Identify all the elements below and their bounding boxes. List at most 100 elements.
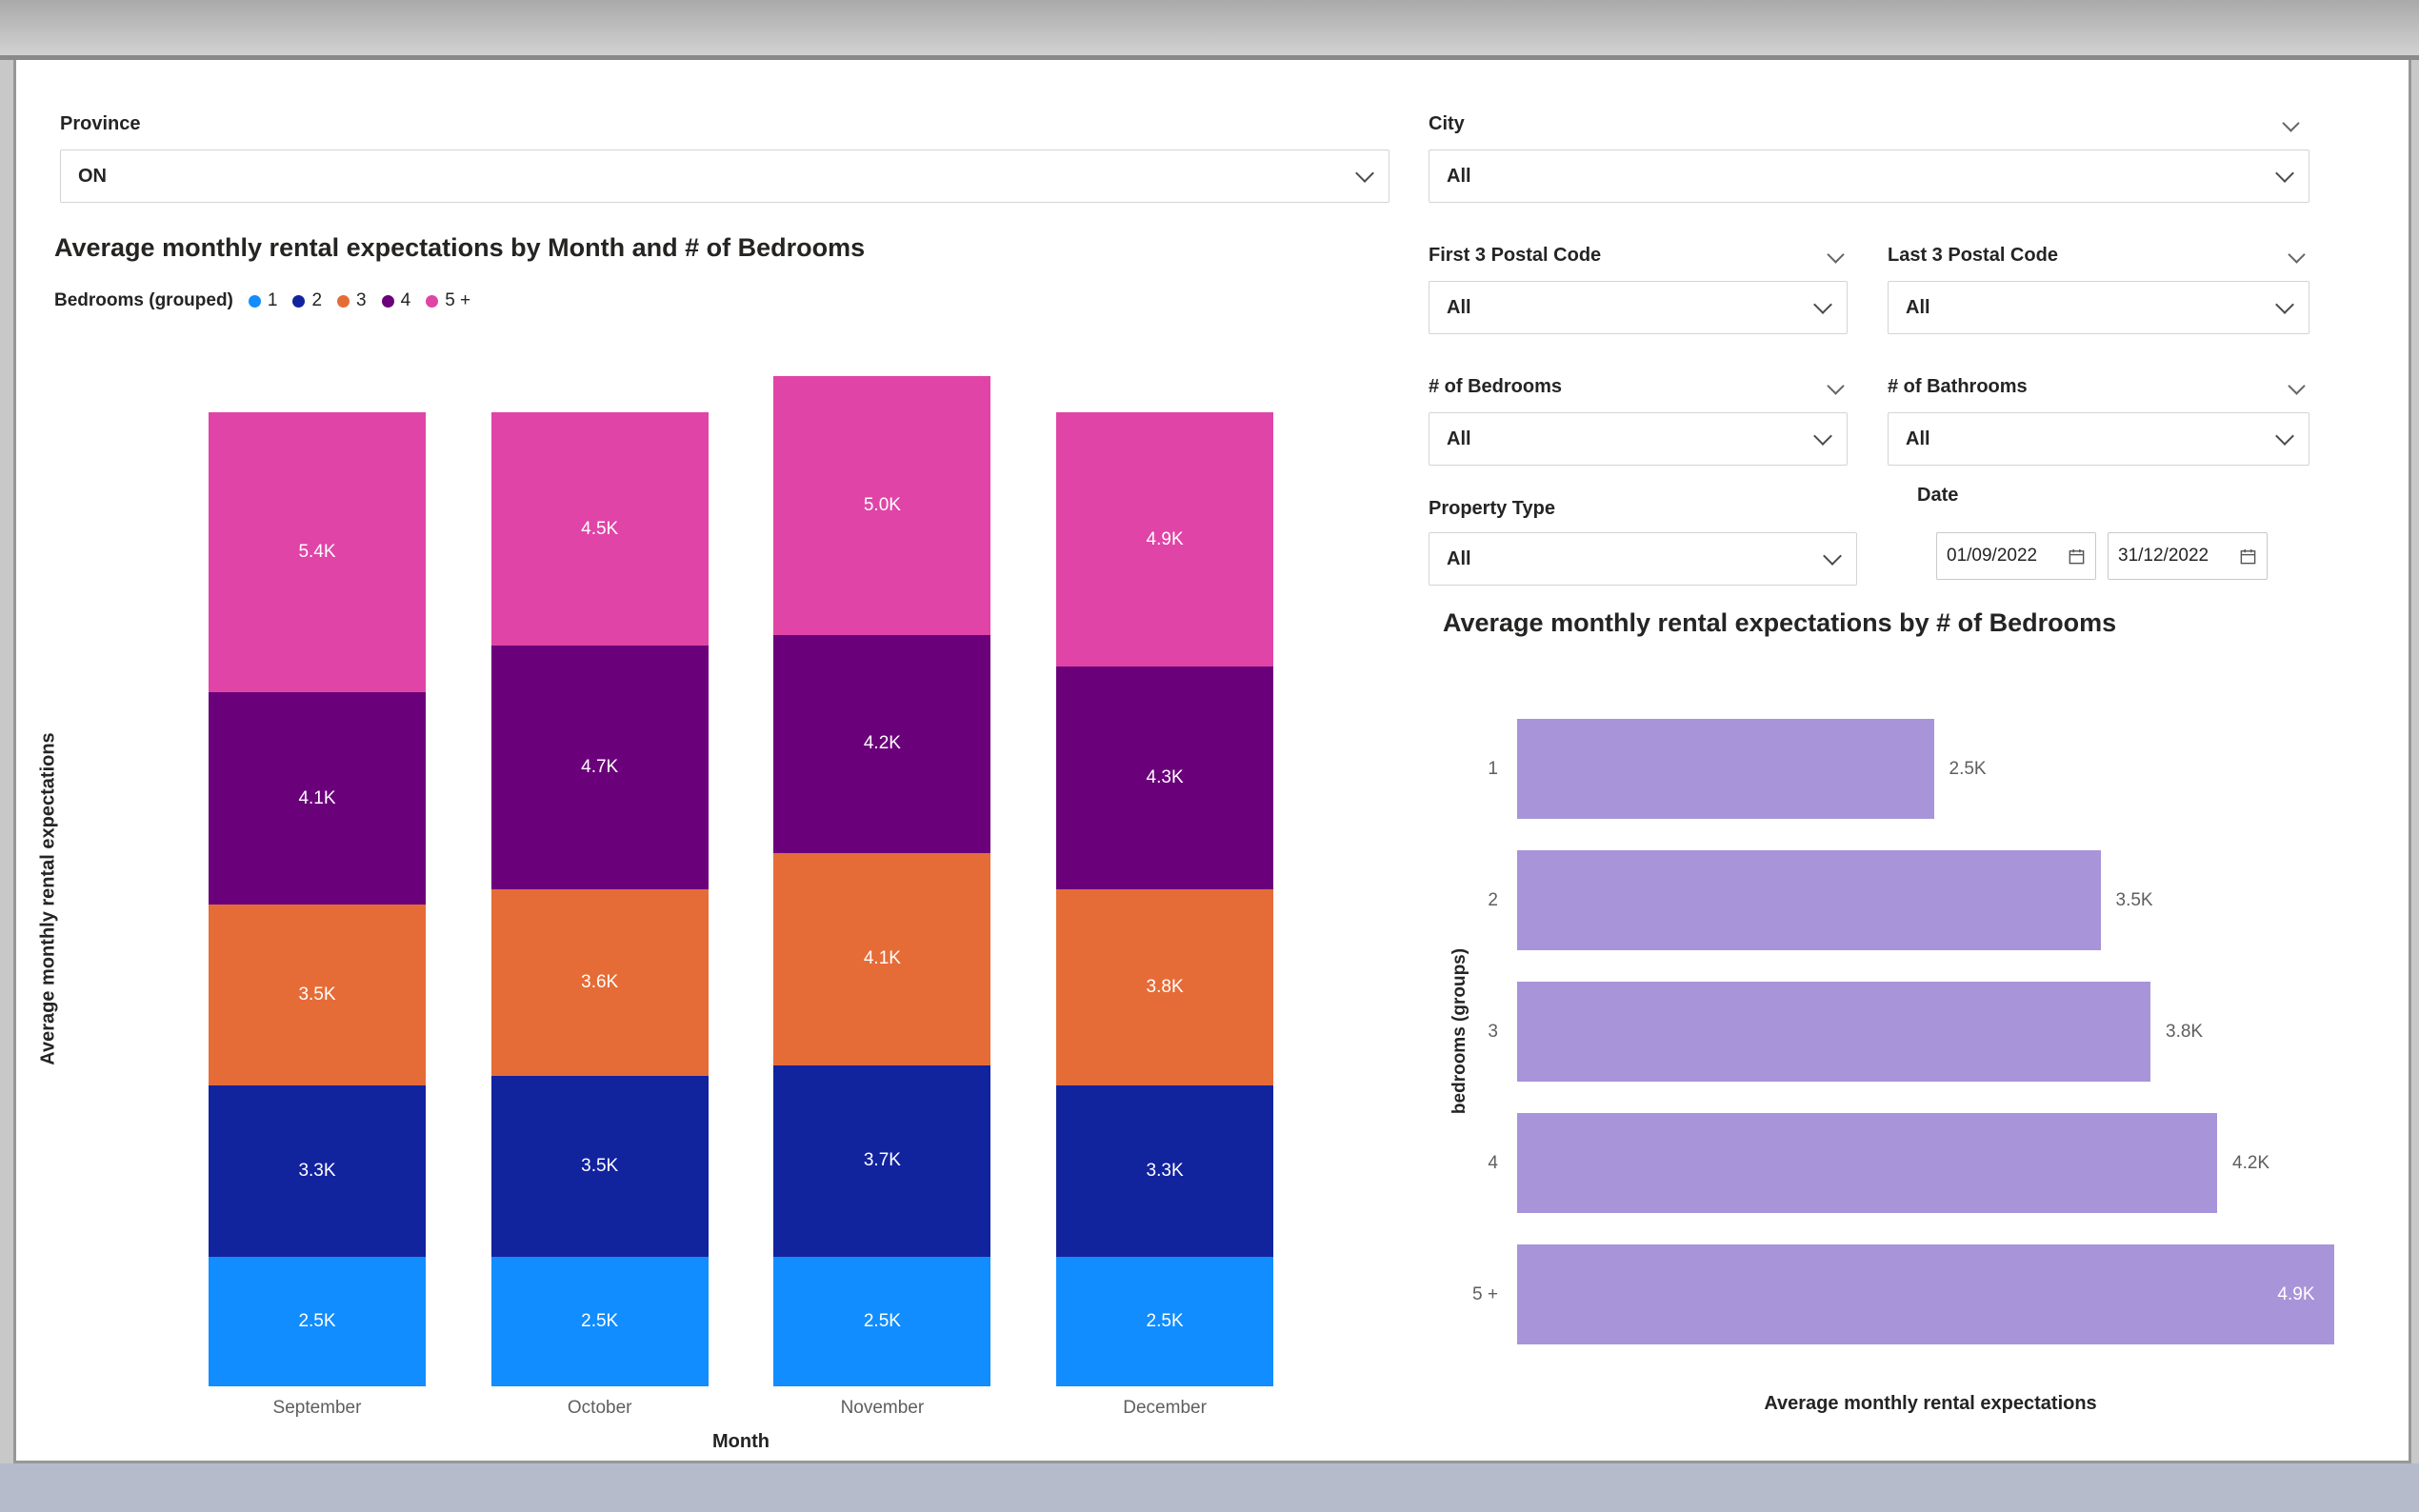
hbar-chart-title: Average monthly rental expectations by #… (1443, 608, 2117, 637)
segment-december-bed-5[interactable]: 4.9K (1056, 412, 1274, 666)
hbar-3[interactable] (1517, 982, 2150, 1082)
hbar-2[interactable] (1517, 850, 2101, 950)
legend-dot-icon (248, 294, 261, 308)
hbar-1[interactable] (1517, 719, 1934, 819)
segment-september-bed-5[interactable]: 5.4K (209, 412, 426, 693)
legend-dot-icon (381, 294, 394, 308)
hbar-value-label: 4.9K (2277, 1284, 2315, 1304)
segment-value-label: 4.3K (1146, 766, 1184, 787)
chevron-down-icon[interactable] (2288, 246, 2306, 264)
date-label: Date (1917, 485, 1959, 506)
last3-postal-value: All (1906, 296, 1930, 318)
stacked-chart-x-axis-title: Month (712, 1431, 770, 1452)
segment-value-label: 3.3K (298, 1161, 336, 1182)
bedrooms-filter-label: # of Bedrooms (1429, 376, 1563, 397)
legend-item-5[interactable]: 5 + (426, 290, 470, 311)
segment-value-label: 4.9K (1146, 528, 1184, 549)
city-dropdown[interactable]: All (1429, 149, 2309, 203)
legend-item-1[interactable]: 1 (248, 290, 277, 311)
chevron-down-icon[interactable] (2288, 377, 2306, 395)
last3-postal-dropdown[interactable]: All (1888, 281, 2309, 334)
segment-november-bed-4[interactable]: 4.2K (773, 635, 991, 853)
property-type-dropdown[interactable]: All (1429, 532, 1857, 586)
legend-item-label: 4 (400, 290, 411, 310)
segment-november-bed-2[interactable]: 3.7K (773, 1064, 991, 1257)
x-tick-october: October (567, 1398, 632, 1418)
segment-november-bed-5[interactable]: 5.0K (773, 376, 991, 636)
bathrooms-filter-label: # of Bathrooms (1888, 376, 2028, 397)
segment-october-bed-3[interactable]: 3.6K (490, 888, 709, 1076)
hbar-category-4: 4 (1488, 1153, 1498, 1173)
bathrooms-value: All (1906, 428, 1930, 449)
stacked-chart-title: Average monthly rental expectations by M… (54, 233, 866, 262)
stacked-bar-september[interactable]: 2.5K 3.3K 3.5K 4.1K 5.4K (209, 412, 426, 1386)
chevron-down-icon (2275, 426, 2294, 446)
segment-value-label: 3.6K (581, 971, 619, 992)
chevron-down-icon[interactable] (1827, 246, 1845, 264)
property-type-label: Property Type (1429, 498, 1555, 519)
calendar-icon (2240, 548, 2256, 564)
hbar-5[interactable] (1517, 1244, 2334, 1344)
legend-item-2[interactable]: 2 (292, 290, 322, 311)
calendar-icon (2069, 548, 2085, 564)
property-type-value: All (1447, 547, 1471, 569)
province-dropdown[interactable]: ON (60, 149, 1389, 203)
segment-value-label: 2.5K (581, 1310, 619, 1331)
stacked-bar-december[interactable]: 2.5K 3.3K 3.8K 4.3K 4.9K (1056, 412, 1274, 1386)
x-tick-september: September (272, 1398, 362, 1418)
hbar-4[interactable] (1517, 1113, 2217, 1213)
segment-october-bed-4[interactable]: 4.7K (490, 646, 709, 889)
segment-september-bed-2[interactable]: 3.3K (209, 1085, 426, 1257)
segment-september-bed-1[interactable]: 2.5K (209, 1256, 426, 1386)
segment-value-label: 4.2K (863, 733, 901, 754)
city-value: All (1447, 165, 1471, 187)
segment-december-bed-1[interactable]: 2.5K (1056, 1256, 1274, 1386)
chevron-down-icon[interactable] (2282, 114, 2300, 132)
date-end-input[interactable]: 31/12/2022 (2108, 532, 2268, 580)
legend-item-4[interactable]: 4 (381, 290, 411, 311)
city-label: City (1429, 113, 1465, 134)
first3-postal-dropdown[interactable]: All (1429, 281, 1848, 334)
segment-december-bed-4[interactable]: 4.3K (1056, 666, 1274, 889)
x-tick-november: November (840, 1398, 925, 1418)
segment-value-label: 3.7K (863, 1150, 901, 1171)
segment-value-label: 4.7K (581, 756, 619, 777)
legend-dot-icon (426, 294, 439, 308)
province-label: Province (60, 113, 141, 134)
hbar-category-2: 2 (1488, 890, 1498, 910)
legend-title: Bedrooms (grouped) (54, 290, 233, 310)
stacked-bar-november[interactable]: 2.5K 3.7K 4.1K 4.2K 5.0K (773, 376, 991, 1386)
legend-item-label: 3 (356, 290, 367, 310)
bathrooms-dropdown[interactable]: All (1888, 412, 2309, 466)
legend-item-3[interactable]: 3 (337, 290, 367, 311)
stacked-bar-october[interactable]: 2.5K 3.5K 3.6K 4.7K 4.5K (490, 412, 709, 1386)
window-bottom-strip (0, 1463, 2419, 1512)
segment-september-bed-3[interactable]: 3.5K (209, 905, 426, 1086)
segment-november-bed-1[interactable]: 2.5K (773, 1256, 991, 1386)
hbar-category-3: 3 (1488, 1022, 1498, 1042)
chevron-down-icon (1813, 294, 1832, 314)
date-start-value: 01/09/2022 (1947, 546, 2038, 566)
bedrooms-dropdown[interactable]: All (1429, 412, 1848, 466)
chevron-down-icon[interactable] (1827, 377, 1845, 395)
segment-value-label: 2.5K (863, 1310, 901, 1331)
chevron-down-icon (1355, 163, 1374, 183)
segment-september-bed-4[interactable]: 4.1K (209, 692, 426, 905)
segment-value-label: 4.5K (581, 518, 619, 539)
segment-december-bed-2[interactable]: 3.3K (1056, 1085, 1274, 1257)
first3-postal-value: All (1447, 296, 1471, 318)
segment-october-bed-1[interactable]: 2.5K (490, 1256, 709, 1386)
hbar-value-label: 3.8K (2166, 1022, 2204, 1042)
segment-value-label: 2.5K (1146, 1310, 1184, 1331)
segment-november-bed-3[interactable]: 4.1K (773, 852, 991, 1065)
hbar-value-label: 2.5K (1949, 759, 1987, 779)
window-top-strip (0, 0, 2419, 55)
segment-october-bed-5[interactable]: 4.5K (490, 412, 709, 647)
segment-october-bed-2[interactable]: 3.5K (490, 1075, 709, 1257)
segment-value-label: 4.1K (863, 948, 901, 969)
hbar-category-1: 1 (1488, 759, 1498, 779)
date-start-input[interactable]: 01/09/2022 (1936, 532, 2096, 580)
hbar-category-5: 5 + (1472, 1284, 1498, 1304)
segment-december-bed-3[interactable]: 3.8K (1056, 888, 1274, 1086)
